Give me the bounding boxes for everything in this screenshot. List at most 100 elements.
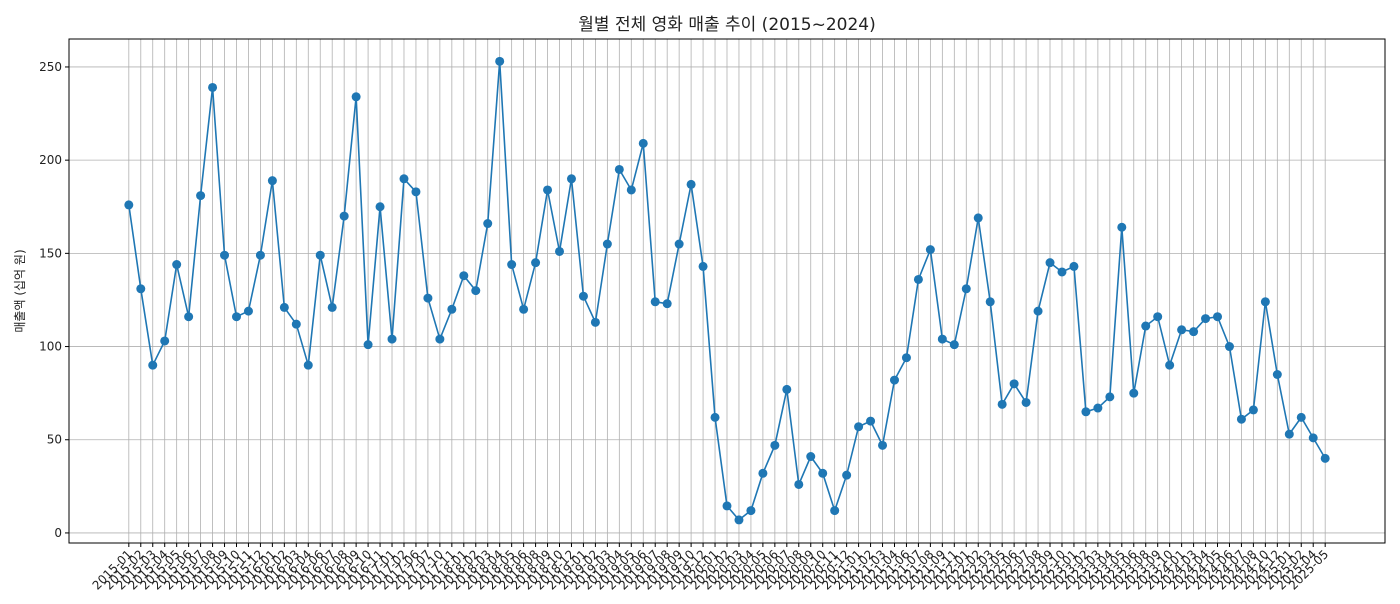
point [160, 336, 170, 346]
y-tick-label: 150 [39, 246, 62, 260]
point [866, 416, 876, 426]
point [710, 412, 720, 422]
y-tick-label: 100 [39, 340, 62, 354]
point [495, 56, 505, 66]
point [1033, 306, 1043, 316]
y-tick-label: 50 [47, 433, 62, 447]
point [1177, 325, 1187, 335]
plot-frame [68, 38, 1386, 544]
point [662, 299, 672, 309]
point [243, 306, 253, 316]
point [842, 470, 852, 480]
point [519, 304, 529, 314]
point [1081, 407, 1091, 417]
point [722, 501, 732, 511]
point [1213, 312, 1223, 322]
point [196, 191, 206, 201]
point [1009, 379, 1019, 389]
point [566, 174, 576, 184]
point [507, 260, 517, 270]
point [937, 334, 947, 344]
point [339, 211, 349, 221]
point [913, 274, 923, 284]
point [794, 479, 804, 489]
point [136, 284, 146, 294]
point [387, 334, 397, 344]
point [1093, 403, 1103, 413]
point [411, 187, 421, 197]
point [638, 138, 648, 148]
point [543, 185, 553, 195]
point [1105, 392, 1115, 402]
point [1201, 314, 1211, 324]
point [806, 452, 816, 462]
point [291, 319, 301, 329]
point [1153, 312, 1163, 322]
point [327, 302, 337, 312]
point [255, 250, 265, 260]
point [614, 164, 624, 174]
point [303, 360, 313, 370]
chart-title: 월별 전체 영화 매출 추이 (2015~2024) [578, 15, 875, 35]
point [1260, 297, 1270, 307]
point [770, 440, 780, 450]
point [686, 179, 696, 189]
point [973, 213, 983, 223]
point [148, 360, 158, 370]
point [459, 271, 469, 281]
point [315, 250, 325, 260]
point [889, 375, 899, 385]
point [220, 250, 230, 260]
point [626, 185, 636, 195]
point [231, 312, 241, 322]
point [267, 176, 277, 186]
point [363, 340, 373, 350]
point [447, 304, 457, 314]
point [555, 246, 565, 256]
point [435, 334, 445, 344]
point [878, 440, 888, 450]
point [184, 312, 194, 322]
point [1236, 414, 1246, 424]
point [997, 399, 1007, 409]
point [925, 245, 935, 255]
point [734, 515, 744, 525]
point [1117, 222, 1127, 232]
point [279, 302, 289, 312]
point [961, 284, 971, 294]
point [423, 293, 433, 303]
point [1248, 405, 1258, 415]
point [1320, 453, 1330, 463]
point [124, 200, 134, 210]
point [208, 82, 218, 92]
point [854, 422, 864, 432]
point [375, 202, 385, 212]
point [1308, 433, 1318, 443]
point [830, 506, 840, 516]
point [698, 261, 708, 271]
point [1284, 429, 1294, 439]
point [602, 239, 612, 249]
point [578, 291, 588, 301]
point [1141, 321, 1151, 331]
point [782, 384, 792, 394]
point [1296, 412, 1306, 422]
point [1189, 327, 1199, 337]
point [1129, 388, 1139, 398]
point [1057, 267, 1067, 277]
point [901, 353, 911, 363]
point [1045, 258, 1055, 268]
point [471, 286, 481, 296]
y-tick-label: 250 [39, 60, 62, 74]
point [1069, 261, 1079, 271]
point [949, 340, 959, 350]
point [1224, 342, 1234, 352]
point [172, 260, 182, 270]
point [399, 174, 409, 184]
y-tick-label: 0 [54, 526, 62, 540]
point [818, 468, 828, 478]
point [483, 219, 493, 229]
point [746, 506, 756, 516]
point [531, 258, 541, 268]
